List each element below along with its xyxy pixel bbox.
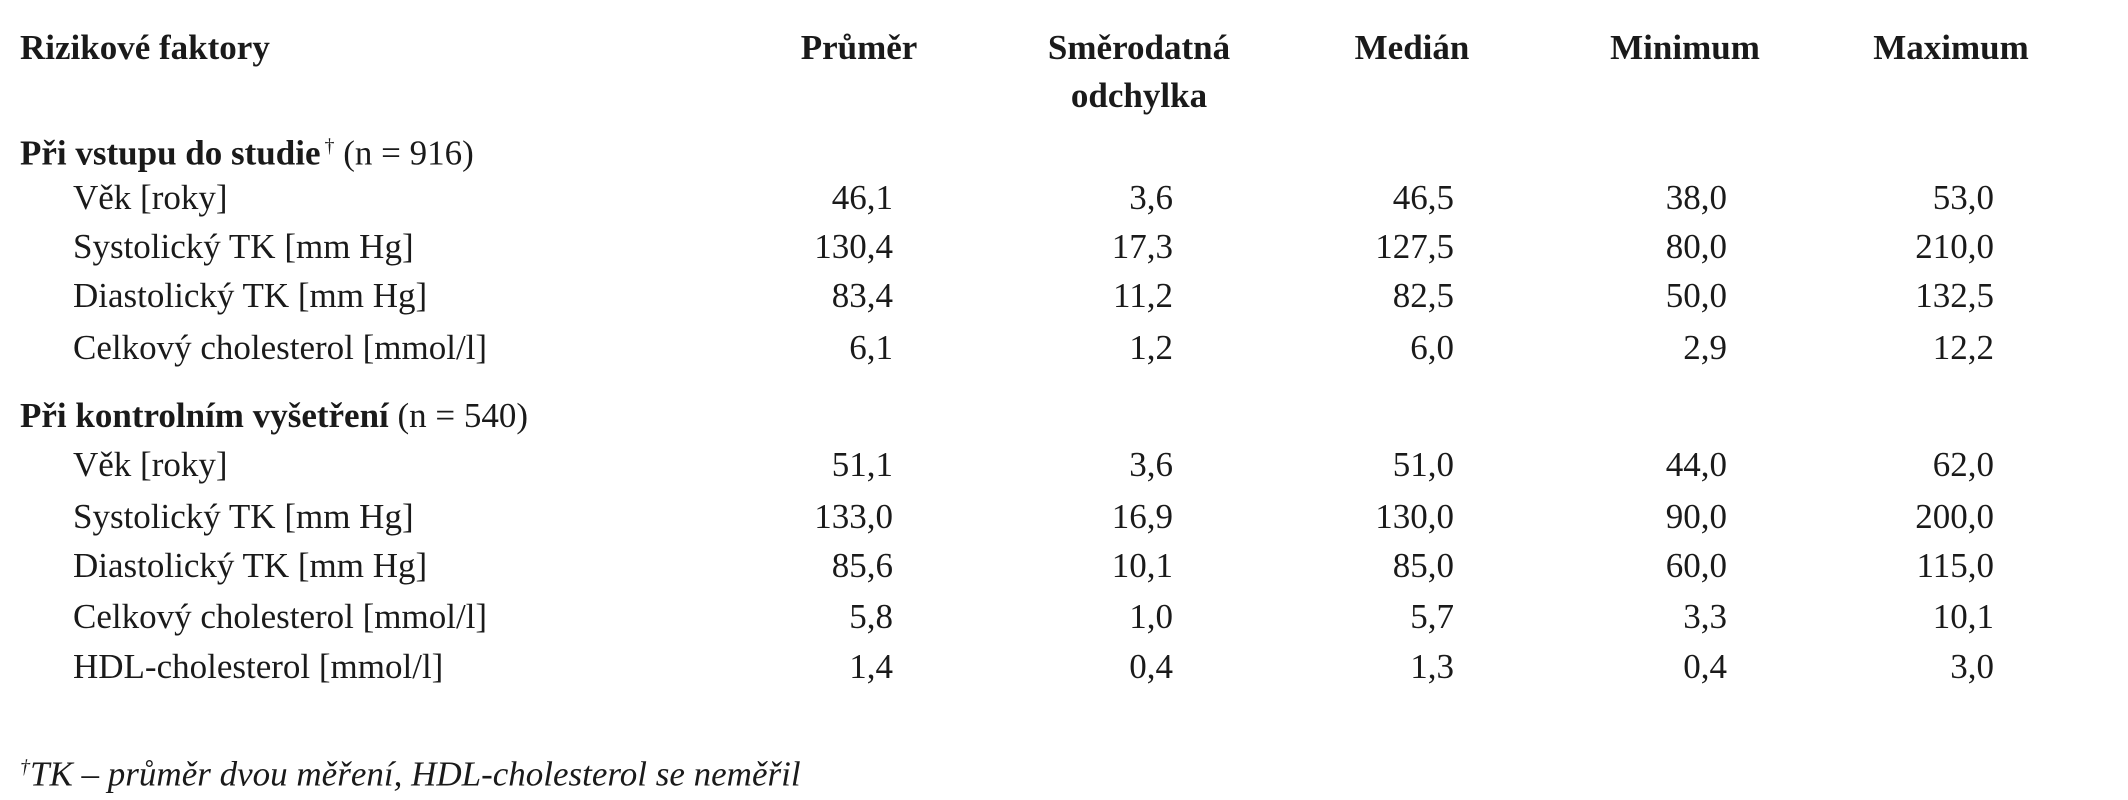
row-label: Systolický TK [mm Hg]: [73, 497, 414, 536]
cell-value: 62,0: [1932, 445, 1994, 484]
column-header: Rizikové faktory: [20, 28, 270, 67]
cell-value: 51,0: [1392, 445, 1454, 484]
cell-value: 3,3: [1683, 597, 1727, 636]
row-label: HDL-cholesterol [mmol/l]: [73, 647, 444, 686]
footnote: †TK – průměr dvou měření, HDL-cholestero…: [20, 743, 801, 799]
section-note: (n = 540): [397, 396, 529, 435]
cell-value: 0,4: [1683, 647, 1727, 686]
cell-value: 83,4: [831, 276, 893, 315]
cell-value: 60,0: [1665, 546, 1727, 585]
footnote-mark: †: [20, 756, 30, 778]
cell-value: 1,4: [849, 647, 893, 686]
cell-value: 200,0: [1915, 497, 1994, 536]
cell-value: 17,3: [1111, 227, 1173, 266]
cell-value: 2,9: [1683, 328, 1727, 367]
cell-value: 10,1: [1111, 546, 1173, 585]
cell-value: 50,0: [1665, 276, 1727, 315]
cell-value: 51,1: [831, 445, 893, 484]
cell-value: 130,4: [814, 227, 893, 266]
cell-value: 12,2: [1932, 328, 1994, 367]
column-header: Směrodatná odchylka: [1047, 28, 1231, 115]
column-header: Medián: [1354, 28, 1470, 67]
section-note: (n = 916): [343, 133, 474, 173]
cell-value: 115,0: [1916, 546, 1994, 585]
column-header: Průměr: [800, 28, 918, 67]
cell-value: 85,6: [831, 546, 893, 585]
cell-value: 0,4: [1129, 647, 1173, 686]
section-heading: Při vstupu do studie † (n = 916): [20, 122, 474, 178]
cell-value: 6,1: [849, 328, 893, 367]
row-label: Diastolický TK [mm Hg]: [73, 276, 428, 315]
cell-value: 6,0: [1410, 328, 1454, 367]
cell-value: 85,0: [1392, 546, 1454, 585]
cell-value: 11,2: [1113, 276, 1173, 315]
cell-value: 82,5: [1392, 276, 1454, 315]
cell-value: 133,0: [814, 497, 893, 536]
cell-value: 1,3: [1410, 647, 1454, 686]
cell-value: 80,0: [1665, 227, 1727, 266]
footnote-text: TK – průměr dvou měření, HDL-cholesterol…: [30, 754, 801, 794]
cell-value: 132,5: [1915, 276, 1994, 315]
cell-value: 1,2: [1129, 328, 1173, 367]
column-header: Minimum: [1610, 28, 1760, 67]
row-label: Diastolický TK [mm Hg]: [73, 546, 428, 585]
section-heading: Při kontrolním vyšetření (n = 540): [20, 392, 528, 440]
cell-value: 5,8: [849, 597, 893, 636]
cell-value: 1,0: [1129, 597, 1173, 636]
cell-value: 3,0: [1950, 647, 1994, 686]
cell-value: 90,0: [1665, 497, 1727, 536]
cell-value: 38,0: [1665, 178, 1727, 217]
footnote-mark: †: [324, 135, 335, 157]
cell-value: 53,0: [1932, 178, 1994, 217]
row-label: Věk [roky]: [73, 445, 228, 484]
cell-value: 46,5: [1392, 178, 1454, 217]
row-label: Celkový cholesterol [mmol/l]: [73, 328, 488, 367]
cell-value: 130,0: [1375, 497, 1454, 536]
cell-value: 127,5: [1375, 227, 1454, 266]
cell-value: 10,1: [1932, 597, 1994, 636]
row-label: Celkový cholesterol [mmol/l]: [73, 597, 488, 636]
cell-value: 210,0: [1915, 227, 1994, 266]
section-title: Při kontrolním vyšetření: [20, 396, 389, 435]
cell-value: 5,7: [1410, 597, 1454, 636]
row-label: Systolický TK [mm Hg]: [73, 227, 414, 266]
cell-value: 16,9: [1111, 497, 1173, 536]
cell-value: 46,1: [831, 178, 893, 217]
column-header: Maximum: [1873, 28, 2029, 67]
cell-value: 44,0: [1665, 445, 1727, 484]
row-label: Věk [roky]: [73, 178, 228, 217]
section-title: Při vstupu do studie: [20, 133, 321, 173]
cell-value: 3,6: [1129, 445, 1173, 484]
cell-value: 3,6: [1129, 178, 1173, 217]
